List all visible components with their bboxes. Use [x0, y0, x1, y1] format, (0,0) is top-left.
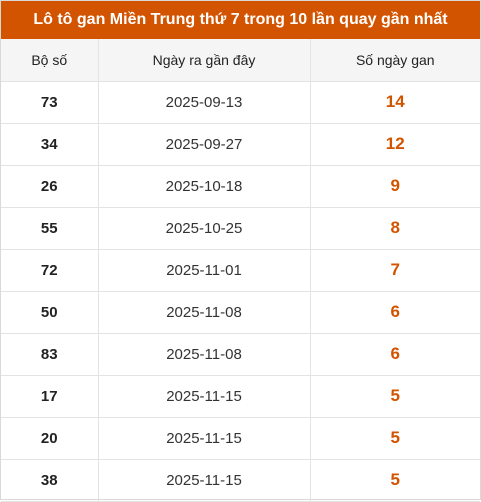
row-date: 2025-11-01	[98, 249, 311, 292]
row-date: 2025-11-15	[98, 459, 311, 502]
table-row: 26 2025-10-18 9	[1, 165, 480, 208]
gan-table: Bộ số Ngày ra gần đây Số ngày gan 73 202…	[1, 39, 480, 502]
row-number: 17	[1, 375, 99, 418]
table-title: Lô tô gan Miền Trung thứ 7 trong 10 lần …	[1, 1, 480, 39]
row-date: 2025-09-13	[98, 81, 311, 124]
table-row: 50 2025-11-08 6	[1, 291, 480, 334]
row-number: 26	[1, 165, 99, 208]
row-gan-days: 6	[310, 291, 480, 334]
row-gan-days: 9	[310, 165, 480, 208]
row-number: 34	[1, 123, 99, 166]
column-header-recent-date: Ngày ra gần đây	[98, 39, 311, 82]
row-gan-days: 6	[310, 333, 480, 376]
row-number: 20	[1, 417, 99, 460]
column-header-number: Bộ số	[1, 39, 99, 82]
row-number: 73	[1, 81, 99, 124]
row-date: 2025-11-08	[98, 291, 311, 334]
row-number: 72	[1, 249, 99, 292]
row-date: 2025-10-25	[98, 207, 311, 250]
row-date: 2025-10-18	[98, 165, 311, 208]
row-gan-days: 5	[310, 417, 480, 460]
table-row: 55 2025-10-25 8	[1, 207, 480, 250]
row-gan-days: 12	[310, 123, 480, 166]
row-gan-days: 7	[310, 249, 480, 292]
row-date: 2025-11-08	[98, 333, 311, 376]
row-gan-days: 14	[310, 81, 480, 124]
row-gan-days: 5	[310, 459, 480, 502]
row-date: 2025-09-27	[98, 123, 311, 166]
table-row: 72 2025-11-01 7	[1, 249, 480, 292]
column-header-gan-days: Số ngày gan	[310, 39, 480, 82]
row-gan-days: 8	[310, 207, 480, 250]
row-number: 83	[1, 333, 99, 376]
table-row: 34 2025-09-27 12	[1, 123, 480, 166]
row-number: 50	[1, 291, 99, 334]
row-number: 55	[1, 207, 99, 250]
row-date: 2025-11-15	[98, 375, 311, 418]
row-date: 2025-11-15	[98, 417, 311, 460]
table-row: 38 2025-11-15 5	[1, 459, 480, 502]
table-row: 17 2025-11-15 5	[1, 375, 480, 418]
table-row: 20 2025-11-15 5	[1, 417, 480, 460]
table-row: 73 2025-09-13 14	[1, 81, 480, 124]
row-number: 38	[1, 459, 99, 502]
row-gan-days: 5	[310, 375, 480, 418]
table-header-row: Bộ số Ngày ra gần đây Số ngày gan	[1, 39, 480, 82]
table-row: 83 2025-11-08 6	[1, 333, 480, 376]
